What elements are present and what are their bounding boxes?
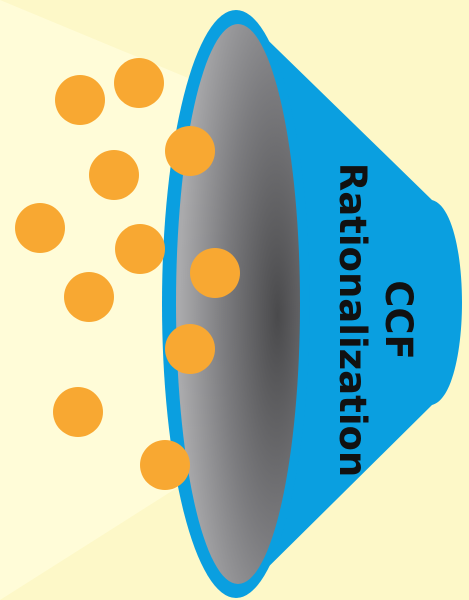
particle xyxy=(55,75,105,125)
funnel-label-line2: Rationalization xyxy=(331,162,374,478)
particle xyxy=(15,203,65,253)
particles xyxy=(15,58,240,490)
particle xyxy=(64,272,114,322)
funnel-label-line1: CCF xyxy=(377,280,420,360)
particle xyxy=(115,224,165,274)
particle xyxy=(114,58,164,108)
particle xyxy=(89,150,139,200)
particle xyxy=(190,248,240,298)
particle xyxy=(140,440,190,490)
particle xyxy=(165,126,215,176)
particle xyxy=(165,324,215,374)
particle xyxy=(53,387,103,437)
funnel-mouth xyxy=(176,24,300,584)
funnel-label: CCF Rationalization xyxy=(329,163,421,478)
